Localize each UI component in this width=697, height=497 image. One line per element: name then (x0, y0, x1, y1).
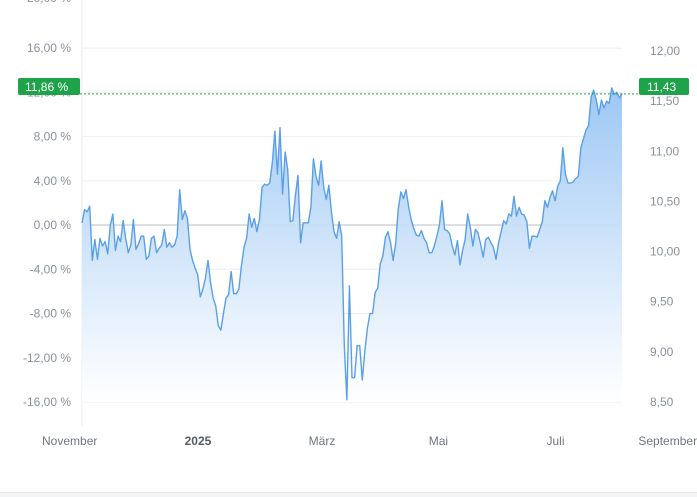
right-tick-label: 12,00 (650, 44, 680, 58)
left-tick-label-cut: 20,00 % (27, 0, 71, 5)
left-tick-label: 0,00 % (34, 218, 72, 232)
current-percent-badge: 11,86 % (18, 78, 80, 95)
series-path (81, 87, 623, 401)
right-tick-label: 11,50 (650, 94, 679, 108)
current-percent-label: 11,86 % (25, 80, 68, 94)
footer-divider (0, 492, 697, 497)
right-axis-ticks: 12,00 11,50 11,00 10,50 10,00 9,50 9,00 8,50 (650, 44, 680, 409)
left-tick-label: -4,00 % (30, 262, 72, 276)
x-tick-label: Juli (547, 434, 565, 448)
left-tick-label: 4,00 % (34, 174, 72, 188)
area-fill (82, 87, 622, 403)
left-axis-ticks: 20,00 %16,00 %12,00 %8,00 %4,00 %0,00 %-… (23, 0, 71, 409)
x-tick-label: 2025 (185, 434, 212, 448)
x-tick-label: November (42, 434, 97, 448)
right-tick-label: 9,50 (650, 295, 674, 309)
right-tick-label: 11,00 (650, 144, 679, 158)
x-tick-label: Mai (429, 434, 448, 448)
x-tick-label: September (638, 434, 697, 448)
left-tick-label: -8,00 % (30, 307, 72, 321)
left-tick-label: -12,00 % (23, 351, 71, 365)
series-line (81, 87, 623, 401)
left-tick-label: 16,00 % (27, 41, 71, 55)
left-tick-label: -16,00 % (23, 395, 71, 409)
right-tick-label: 10,00 (650, 245, 680, 259)
right-tick-label: 10,50 (650, 194, 680, 208)
right-tick-label: 8,50 (650, 395, 674, 409)
right-tick-label: 9,00 (650, 345, 674, 359)
x-tick-label: März (309, 434, 336, 448)
x-axis-ticks: November 2025 März Mai Juli September (42, 434, 697, 448)
current-value-badge: 11,43 (639, 78, 689, 95)
current-value-label: 11,43 (647, 80, 676, 94)
left-tick-label: 8,00 % (34, 130, 72, 144)
series-area (82, 87, 622, 403)
